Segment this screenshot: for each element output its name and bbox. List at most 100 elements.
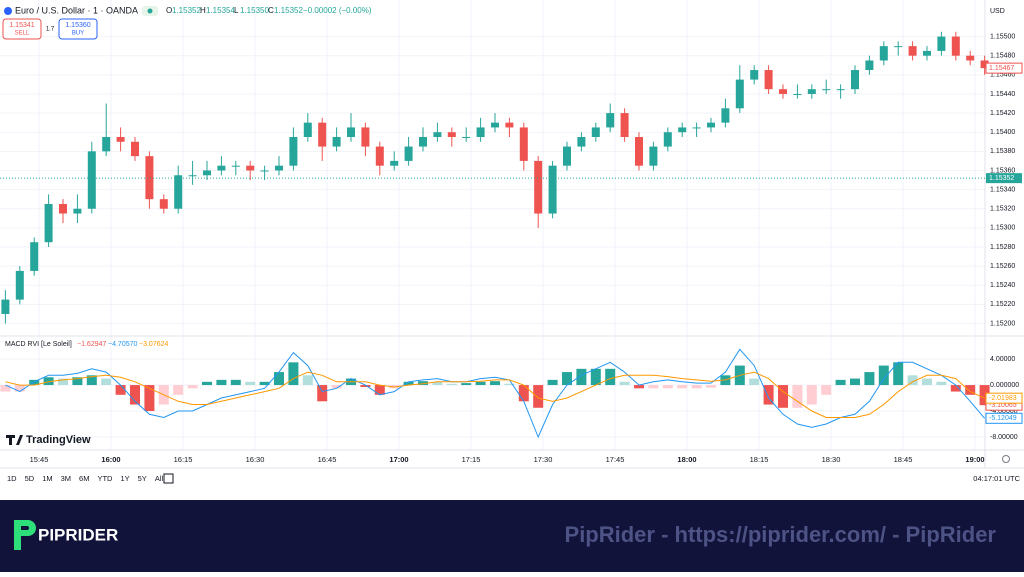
sell-label: SELL: [15, 31, 30, 37]
histogram-bar: [72, 377, 83, 386]
range-button[interactable]: 1Y: [120, 474, 129, 483]
candle-body: [318, 122, 327, 147]
candle-body: [275, 165, 283, 171]
histogram-bar: [461, 383, 472, 386]
candle-body: [519, 127, 528, 161]
histogram-bar: [907, 375, 918, 386]
candle-body: [937, 36, 946, 51]
histogram-bar: [0, 385, 11, 392]
candle-body: [231, 165, 240, 167]
candle-body: [577, 137, 586, 147]
histogram-bar: [144, 385, 155, 412]
histogram-bar: [792, 385, 803, 408]
y-tick-label: 1.15400: [990, 129, 1015, 136]
value-label: -3.10065: [989, 402, 1017, 409]
candle-body: [865, 60, 874, 71]
histogram-bar: [230, 379, 241, 386]
current-price-label: 1.15352: [989, 175, 1014, 182]
y-tick-label: -4.00000: [990, 408, 1018, 415]
histogram-bar: [518, 385, 529, 402]
histogram-bar: [331, 385, 342, 389]
x-tick-label: 16:30: [246, 455, 265, 464]
current-price-box: [986, 173, 1022, 184]
candle-body: [750, 70, 759, 80]
x-tick-label: 17:30: [534, 455, 553, 464]
range-button[interactable]: All: [155, 474, 164, 483]
histogram-bar: [14, 385, 25, 392]
candle-body: [419, 137, 427, 147]
indicator-line: [5, 348, 985, 439]
candle-body: [836, 89, 845, 91]
legend-value: −4.70570: [108, 341, 137, 348]
histogram-bar: [648, 385, 659, 389]
histogram-bar: [490, 381, 500, 386]
histogram-bar: [605, 368, 616, 386]
buy-button[interactable]: [58, 18, 98, 40]
y-tick-label: 1.15420: [990, 110, 1015, 117]
candle-body: [649, 146, 658, 166]
value-label: -5.12049: [989, 415, 1017, 422]
histogram-bar: [763, 385, 774, 405]
clock: 04:17:01 UTC: [973, 474, 1020, 483]
candle-body: [476, 127, 485, 137]
candle-body: [375, 146, 384, 166]
histogram-bar: [446, 383, 457, 386]
candle-body: [462, 137, 471, 138]
ohlc-value: 1.15354: [206, 6, 235, 15]
range-button[interactable]: 5Y: [138, 474, 147, 483]
candle-body: [505, 122, 514, 128]
chart: 1.15200 1.15220 1.15240 1.15260 1.15280 1.153…: [0, 0, 1024, 484]
range-button[interactable]: 6M: [79, 474, 89, 483]
value-box: [985, 412, 1023, 424]
sell-button[interactable]: [2, 18, 42, 40]
spread: 1.7: [46, 27, 55, 33]
candle-body: [433, 132, 442, 137]
range-button[interactable]: 3M: [61, 474, 71, 483]
value-label: -2.01983: [989, 395, 1017, 402]
histogram-bar: [187, 385, 198, 389]
candle-body: [447, 132, 456, 137]
candle-body: [923, 50, 931, 56]
x-tick-label: 16:15: [174, 455, 193, 464]
ohlc-label: O: [166, 6, 172, 15]
candle-body: [217, 165, 226, 171]
date-range-button[interactable]: [163, 473, 174, 484]
last-price-label: 1.15467: [989, 65, 1014, 72]
histogram-bar: [562, 372, 572, 386]
histogram-bar: [58, 378, 68, 386]
settings-button[interactable]: [1002, 455, 1010, 463]
candle-body: [73, 208, 82, 214]
candle-body: [131, 141, 139, 157]
candle-body: [102, 137, 111, 152]
candle-body: [1, 299, 10, 314]
histogram-bar: [547, 379, 558, 386]
histogram-bar: [216, 379, 227, 386]
x-tick-label: 17:45: [606, 455, 625, 464]
histogram-bar: [288, 362, 299, 386]
ohlc-label: L: [234, 6, 239, 15]
histogram-bar: [576, 368, 587, 386]
range-button[interactable]: 1M: [42, 474, 52, 483]
x-tick-label: 17:15: [462, 455, 481, 464]
y-tick-label: 1.15460: [990, 72, 1015, 79]
histogram-bar: [893, 362, 904, 386]
candle-body: [591, 127, 600, 137]
range-button[interactable]: YTD: [97, 474, 113, 483]
histogram-bar: [979, 385, 990, 406]
x-tick-label: 17:00: [389, 455, 408, 464]
indicator-title: MACD RVI [Le Soleil]: [5, 341, 72, 348]
candle-body: [260, 170, 269, 172]
histogram-bar: [922, 378, 932, 386]
x-tick-label: 18:15: [750, 455, 769, 464]
range-button[interactable]: 5D: [25, 474, 35, 483]
y-tick-label: -8.00000: [990, 434, 1018, 441]
histogram-bar: [821, 385, 832, 395]
candle-body: [188, 175, 197, 177]
candle-body: [303, 122, 312, 137]
range-button[interactable]: 1D: [7, 474, 17, 483]
candle-body: [793, 93, 802, 95]
brand-icon: [14, 520, 36, 550]
candle-body: [404, 146, 413, 161]
ohlc-label: C: [268, 6, 274, 15]
ohlc-label: H: [200, 6, 206, 15]
